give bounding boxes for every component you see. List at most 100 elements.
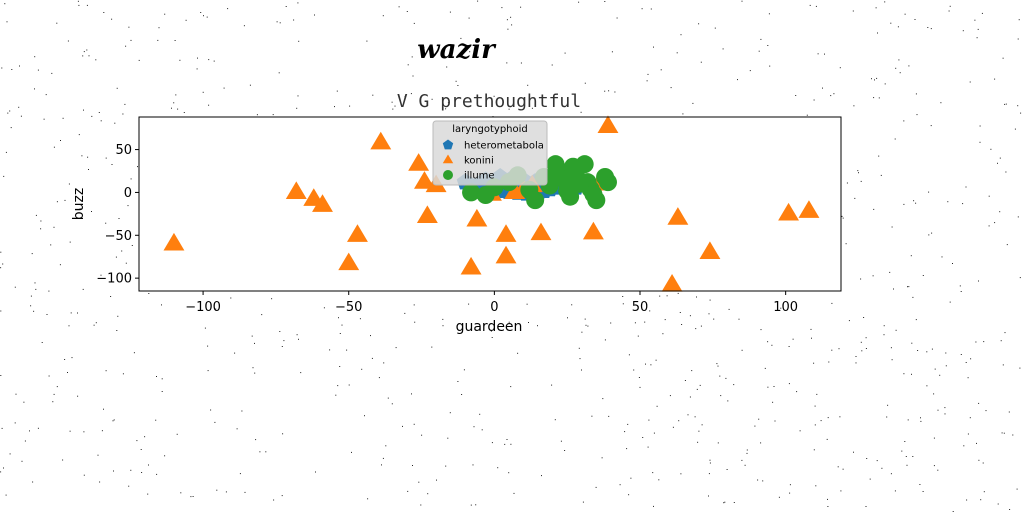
noise-dot [349,105,351,107]
noise-dot [687,414,689,416]
noise-dot [610,322,612,324]
noise-dot [298,40,300,42]
noise-dot [927,27,929,28]
noise-dot [842,468,844,470]
noise-dot [611,51,613,53]
noise-dot [969,81,971,83]
noise-dot [842,217,844,219]
noise-dot [650,364,652,366]
noise-dot [297,2,299,4]
noise-dot [506,439,508,440]
noise-dot [949,5,951,7]
noise-dot [680,473,682,475]
noise-dot [60,140,61,141]
noise-dot [470,504,472,506]
noise-dot [887,404,889,406]
noise-dot [208,104,210,106]
noise-dot [504,443,506,445]
y-tick-label: −100 [96,272,132,287]
noise-dot [334,106,335,108]
noise-dot [912,456,914,457]
noise-dot [567,317,568,319]
noise-dot [725,377,727,379]
data-point-konini [338,252,360,271]
noise-dot [112,420,114,422]
noise-dot [138,59,140,61]
noise-dot [767,341,769,343]
noise-dot [724,501,726,503]
noise-dot [413,304,415,306]
noise-dot [890,22,892,24]
noise-dot [839,416,841,418]
noise-dot [491,442,493,444]
data-point-konini [495,245,517,264]
noise-dot [207,370,209,372]
noise-dot [780,307,782,309]
noise-dot [3,467,4,469]
noise-dot [508,108,510,110]
noise-dot [634,322,636,324]
noise-dot [56,386,58,388]
noise-dot [571,304,573,306]
noise-dot [346,349,348,351]
legend: laryngotyphoid heterometabola konini illume [432,120,548,186]
noise-dot [691,370,693,372]
data-point-konini [414,171,435,189]
noise-dot [81,155,83,157]
noise-dot [34,88,35,90]
noise-dot [125,45,127,47]
noise-dot [131,245,133,246]
noise-dot [392,108,394,110]
data-point-konini [667,207,689,225]
noise-dot [649,310,651,312]
noise-dot [30,295,32,297]
noise-dot [1017,38,1019,40]
noise-dot [411,56,413,58]
noise-dot [952,263,953,264]
noise-dot [137,166,138,168]
noise-dot [722,48,724,50]
noise-dot [581,331,583,333]
noise-dot [207,345,209,347]
noise-dot [46,314,48,315]
noise-dot [53,146,55,148]
noise-dot [695,328,697,330]
noise-dot [261,314,263,316]
noise-dot [764,367,766,369]
chart-suptitle: wazir [417,35,497,65]
noise-dot [920,420,922,422]
noise-dot [445,465,447,467]
noise-dot [71,357,73,359]
noise-dot [831,349,833,351]
noise-dot [14,422,16,424]
noise-dot [604,90,606,92]
noise-dot [1018,19,1020,21]
noise-dot [431,98,433,100]
noise-dot [406,11,408,12]
noise-dot [241,410,243,412]
noise-dot [276,21,278,23]
noise-dot [890,473,892,475]
noise-dot [966,499,968,501]
noise-dot [86,49,88,51]
noise-dot [411,393,412,395]
noise-dot [881,467,883,469]
noise-dot [77,0,79,2]
noise-dot [708,313,710,315]
noise-dot [213,60,215,62]
noise-dot [656,405,658,407]
noise-dot [1019,367,1021,369]
noise-dot [371,357,373,359]
noise-dot [1005,103,1007,105]
noise-dot [962,30,964,32]
noise-dot [413,22,415,24]
noise-dot [105,157,107,159]
noise-dot [254,342,255,344]
noise-dot [581,369,582,371]
noise-dot [491,337,493,338]
noise-dot [468,17,470,19]
noise-dot [9,453,11,455]
noise-dot [700,61,702,63]
noise-dot [709,299,711,301]
noise-dot [983,341,985,343]
